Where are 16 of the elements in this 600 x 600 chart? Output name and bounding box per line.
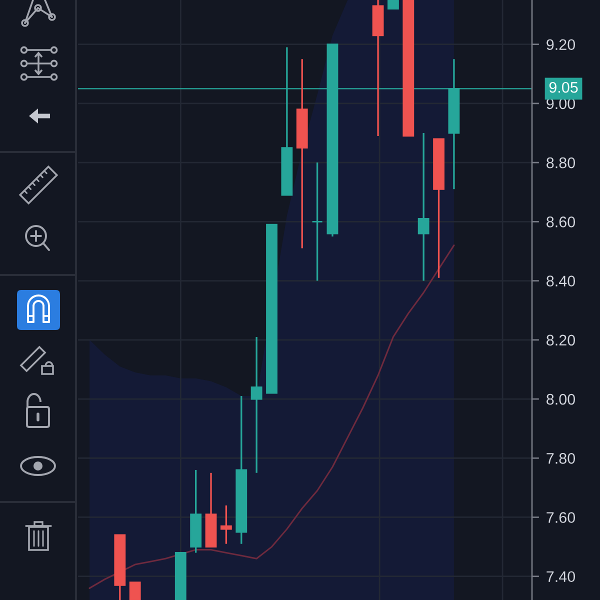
y-tick-label: 8.00 bbox=[546, 394, 576, 405]
candlestick bbox=[250, 336, 262, 474]
line-series bbox=[88, 244, 455, 589]
y-tick-label: 7.80 bbox=[546, 452, 576, 464]
candlestick bbox=[312, 162, 324, 282]
y-tick-label: 8.40 bbox=[546, 276, 576, 286]
y-tick-label: 8.20 bbox=[546, 334, 576, 346]
candlestick bbox=[129, 582, 141, 600]
y-tick-label: 8.60 bbox=[546, 216, 576, 228]
ref-line-label: 9.05 bbox=[549, 82, 578, 93]
y-tick-label: 8.80 bbox=[546, 157, 576, 168]
y-tick-label: 7.60 bbox=[546, 512, 576, 523]
candlestick bbox=[220, 504, 232, 545]
y-tick-label: 9.20 bbox=[546, 39, 576, 50]
y-tick-label: 7.40 bbox=[546, 571, 576, 582]
candlestick bbox=[418, 132, 430, 282]
